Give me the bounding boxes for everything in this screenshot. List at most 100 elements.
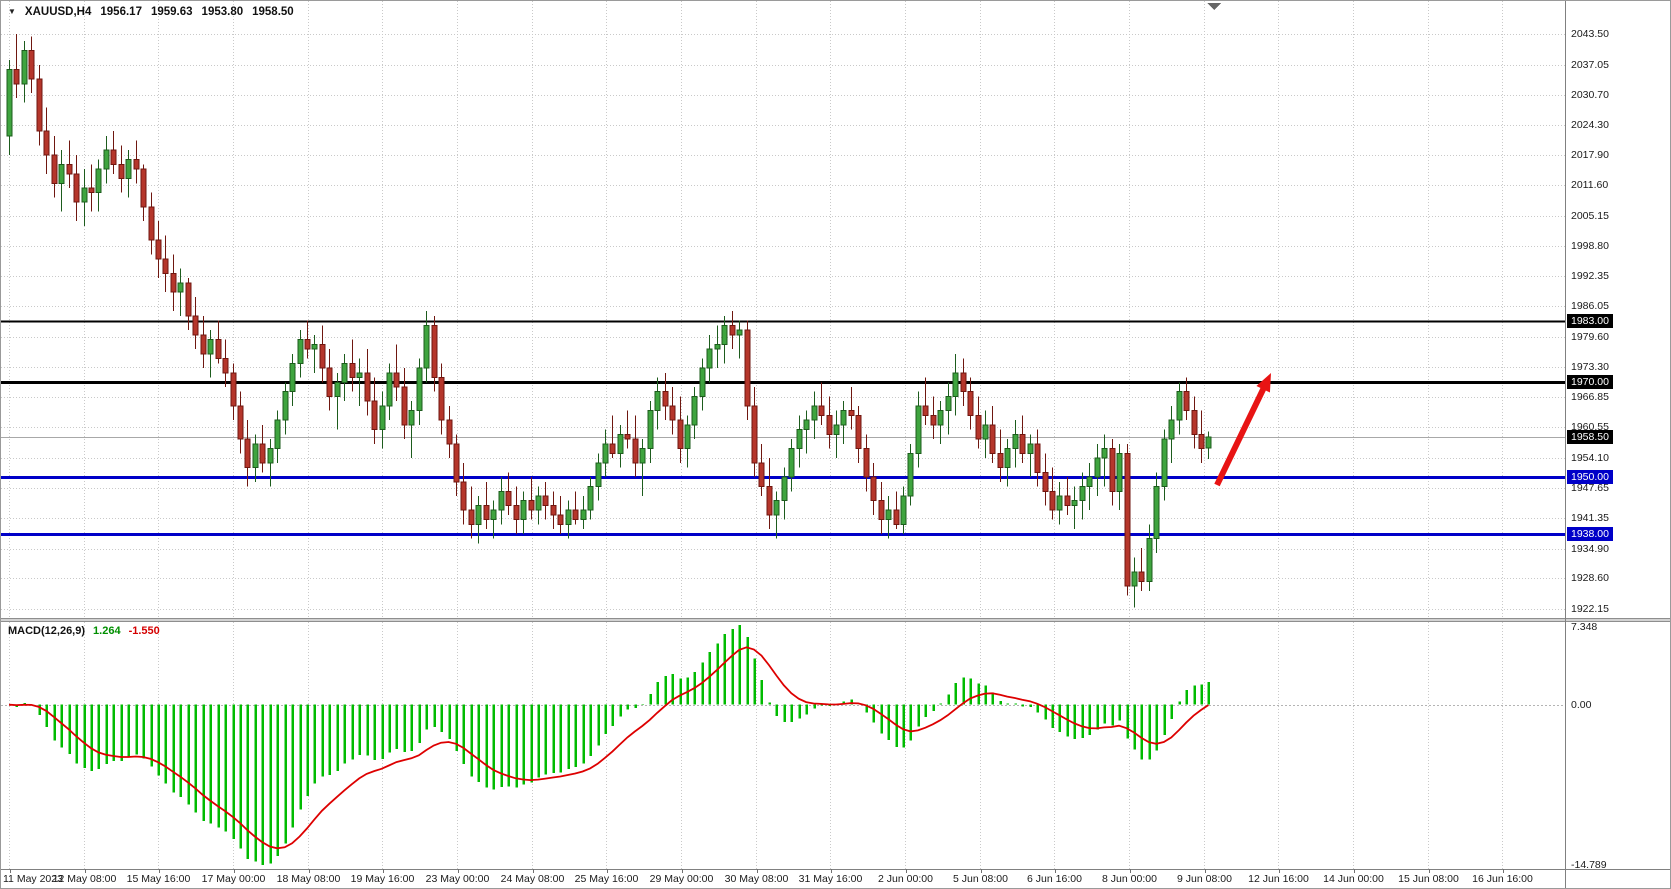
candle-body (1168, 419, 1175, 440)
pane-splitter[interactable] (1, 618, 1670, 622)
candle-body (207, 339, 214, 355)
price-level-tag: 1950.00 (1567, 470, 1613, 485)
macd-scale-min-label: -14.789 (1571, 859, 1607, 871)
candle-body (259, 443, 266, 464)
candle-body (766, 486, 773, 516)
price-tick-label: 1947.65 (1571, 482, 1609, 495)
trend-arrow-shaft[interactable] (1214, 384, 1268, 487)
candle-body (1176, 391, 1183, 421)
candle-body (51, 154, 58, 184)
price-tick-label: 1934.90 (1571, 542, 1609, 555)
candle-body (58, 163, 65, 184)
candle-body (833, 424, 840, 435)
time-tick-mark (1278, 869, 1280, 873)
candle-body (796, 429, 803, 450)
price-tick-label: 2005.15 (1571, 209, 1609, 222)
candle-body (177, 282, 184, 293)
candle-body (1019, 433, 1026, 454)
candle-body (1049, 490, 1056, 511)
macd-scale-zero-label: 0.00 (1571, 698, 1592, 711)
candle-body (438, 377, 445, 421)
candle-body (855, 414, 862, 450)
time-axis[interactable]: 11 May 2023 12 May 08:00 15 May 16:00 17 Ma… (1, 869, 1670, 888)
time-tick-label: 11 May 2023 (3, 873, 63, 885)
candle-body (535, 495, 542, 511)
price-axis[interactable]: 2043.50 2037.05 2030.70 2024.30 2017.90 2011.… (1567, 1, 1670, 871)
candle-body (706, 348, 713, 369)
time-tick-mark (233, 869, 235, 873)
time-tick-label: 6 Jun 16:00 (1027, 873, 1082, 885)
candle-body (788, 448, 795, 478)
candle-body (520, 500, 527, 521)
candle-body (21, 50, 28, 85)
candle-body (751, 405, 758, 464)
candle-body (744, 329, 751, 407)
price-tick-label: 1979.60 (1571, 330, 1609, 343)
candle-body (691, 395, 698, 426)
ohlc-open: 1956.17 (100, 6, 142, 18)
candle-body (423, 324, 430, 369)
time-tick-mark (756, 869, 758, 873)
candle-body (401, 386, 408, 426)
candle-body (699, 367, 706, 397)
ohlc-close: 1958.50 (252, 6, 294, 18)
candle-body (528, 500, 535, 511)
time-tick-label: 29 May 00:00 (649, 873, 714, 885)
candle-body (252, 443, 259, 469)
candle-body (73, 173, 80, 203)
macd-readout: MACD(12,26,9) 1.264 -1.550 (8, 625, 160, 637)
candle-body (6, 69, 13, 137)
candle-body (274, 419, 281, 450)
candle-body (1116, 452, 1123, 492)
candle-body (1086, 476, 1093, 488)
candle-body (1198, 433, 1205, 450)
candle-body (1071, 500, 1078, 506)
candle-body (952, 372, 959, 397)
trend-arrow-annotation[interactable] (1214, 373, 1271, 487)
candle-body (133, 159, 140, 170)
candle-body (125, 159, 132, 180)
candle-body (758, 462, 765, 488)
price-tick-label: 1966.85 (1571, 391, 1609, 404)
candle-body (416, 367, 423, 412)
candle-body (110, 149, 117, 165)
price-tick-label: 1954.10 (1571, 451, 1609, 464)
candle-body (975, 414, 982, 440)
candle-body (1027, 443, 1034, 454)
candle-body (505, 490, 512, 506)
macd-signal-line (8, 646, 1209, 850)
price-tick-label: 1941.35 (1571, 512, 1609, 525)
candle-body (930, 414, 937, 426)
candle-body (848, 410, 855, 416)
symbol-dropdown-icon[interactable]: ▼ (8, 7, 16, 16)
time-tick-mark (84, 869, 86, 873)
time-tick-label: 15 Jun 08:00 (1398, 873, 1459, 885)
time-tick-mark (606, 869, 608, 873)
time-tick-label: 16 Jun 16:00 (1472, 873, 1533, 885)
candle-body (498, 490, 505, 511)
candle-body (513, 504, 520, 521)
time-tick-mark (830, 869, 832, 873)
candle-body (587, 486, 594, 511)
price-tick-label: 1928.60 (1571, 572, 1609, 585)
price-axis-separator (1565, 1, 1566, 888)
candle-body (475, 504, 482, 525)
candle-body (326, 367, 333, 397)
candle-body (662, 391, 669, 407)
price-pane[interactable] (1, 1, 1565, 618)
macd-pane[interactable] (1, 622, 1565, 869)
candle-body (826, 414, 833, 435)
candle-body (1101, 448, 1108, 459)
trend-arrow-head[interactable] (1256, 373, 1271, 393)
time-tick-mark (980, 869, 982, 873)
candle-body (155, 239, 162, 260)
candle-body (334, 381, 341, 397)
candle-body (379, 405, 386, 431)
candle-body (1153, 486, 1160, 540)
time-tick-mark (905, 869, 907, 873)
candle-body (341, 362, 348, 383)
candle-body (580, 509, 587, 521)
time-tick-mark (308, 869, 310, 873)
time-tick-label: 14 Jun 00:00 (1323, 873, 1384, 885)
candle-body (945, 395, 952, 412)
